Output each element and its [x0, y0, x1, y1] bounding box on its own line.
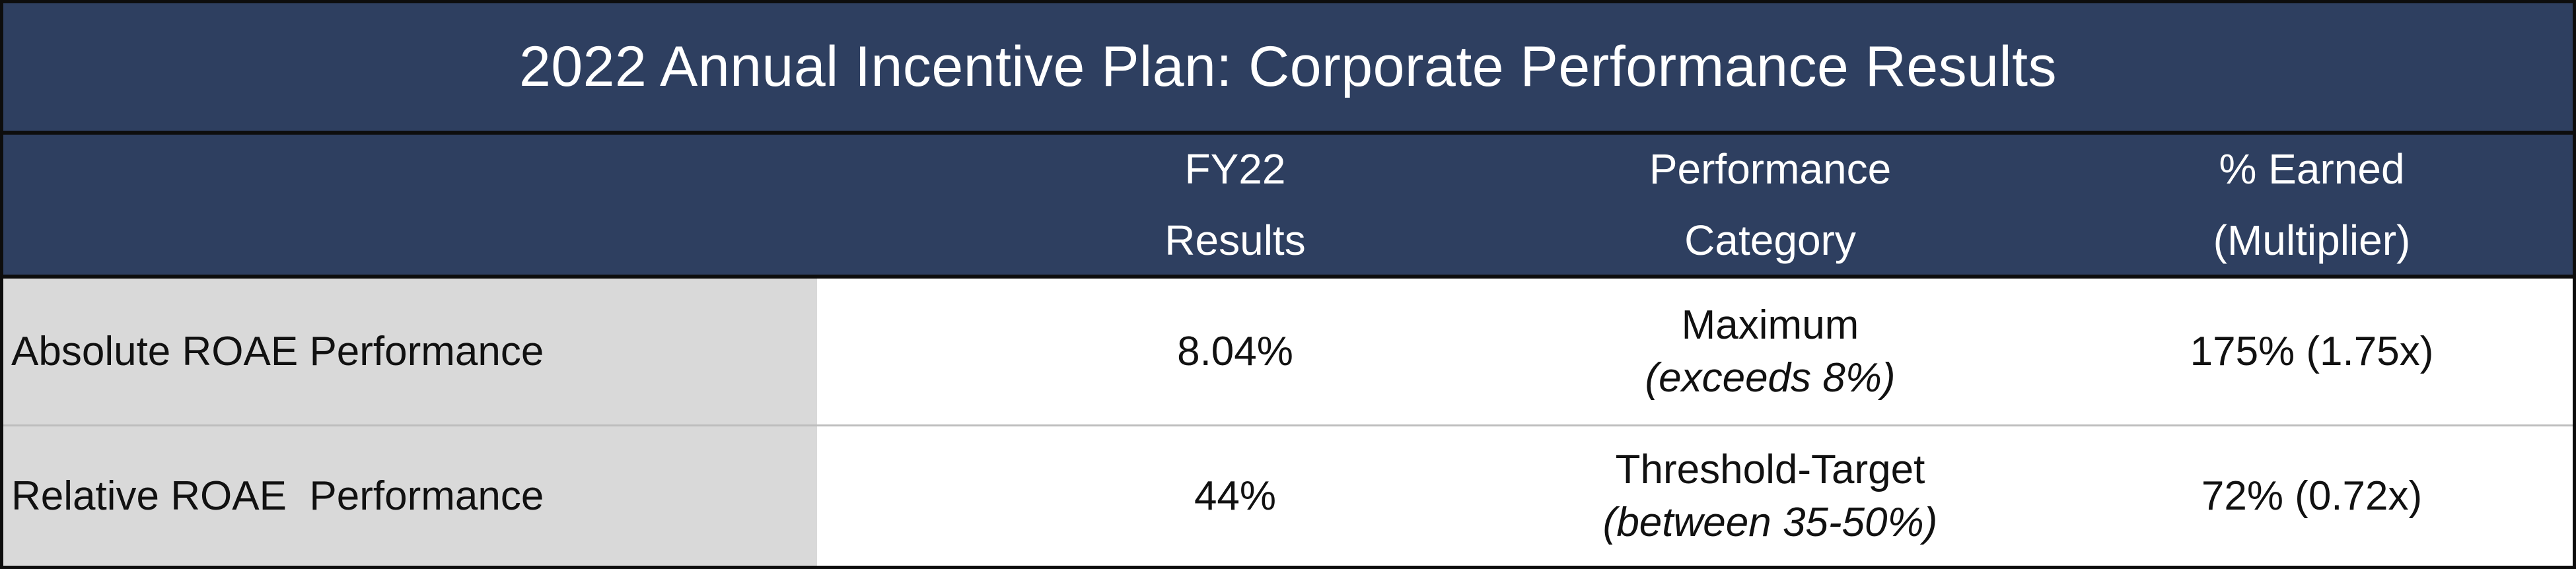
header-results-line2: Results: [1164, 217, 1306, 264]
row-metric-label: Absolute ROAE Performance: [3, 279, 817, 424]
header-category: Performance Category: [1509, 135, 2031, 275]
header-metric: [3, 135, 817, 275]
header-row: FY22 Results Performance Category % Earn…: [3, 135, 2573, 279]
row-category-note: (between 35-50%): [1602, 499, 1938, 545]
header-earned-line1: % Earned: [2219, 145, 2405, 193]
row-result-value: 44%: [994, 426, 1476, 566]
row-category: Threshold-Target (between 35-50%): [1509, 426, 2031, 566]
header-results: FY22 Results: [994, 135, 1476, 275]
row-earned-value: 175% (1.75x): [2064, 279, 2559, 424]
table-title: 2022 Annual Incentive Plan: Corporate Pe…: [519, 35, 2057, 98]
header-category-line2: Category: [1684, 217, 1856, 264]
row-result-text: 44%: [1194, 473, 1277, 519]
row-earned-text: 72% (0.72x): [2201, 473, 2423, 519]
row-earned-value: 72% (0.72x): [2064, 426, 2559, 566]
header-earned-line2: (Multiplier): [2213, 217, 2411, 264]
row-category-note: (exceeds 8%): [1645, 354, 1896, 401]
table-title-bar: 2022 Annual Incentive Plan: Corporate Pe…: [3, 3, 2573, 135]
row-metric-label: Relative ROAE Performance: [3, 426, 817, 566]
table-row: Relative ROAE Performance 44% Threshold-…: [3, 426, 2573, 566]
header-earned: % Earned (Multiplier): [2064, 135, 2559, 275]
row-result-value: 8.04%: [994, 279, 1476, 424]
row-category: Maximum (exceeds 8%): [1509, 279, 2031, 424]
row-category-text: Threshold-Target: [1615, 446, 1925, 492]
row-category-text: Maximum: [1681, 302, 1859, 348]
row-earned-text: 175% (1.75x): [2190, 328, 2434, 374]
row-result-text: 8.04%: [1177, 328, 1293, 374]
header-category-line1: Performance: [1649, 145, 1892, 193]
header-results-line1: FY22: [1184, 145, 1286, 193]
table-row: Absolute ROAE Performance 8.04% Maximum …: [3, 279, 2573, 426]
